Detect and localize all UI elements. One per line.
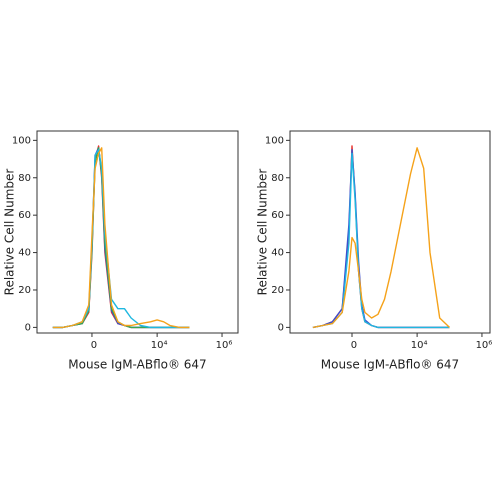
histogram-line [52, 147, 190, 329]
plot-frame [36, 130, 239, 334]
histogram-line [52, 147, 190, 329]
histogram-line [52, 147, 190, 329]
y-axis-label: Relative Cell Number [256, 169, 270, 296]
x-tick-label: 0 [351, 340, 357, 351]
histogram-line [312, 147, 450, 329]
x-axis-label: Mouse IgM-ABflo® 647 [321, 358, 459, 372]
y-tick-label: 20 [271, 285, 284, 296]
panel: 0 20 40 60 80 100 0 10⁴ 10⁶ Relative Cell Number M… [256, 130, 493, 372]
x-tick-label: 10⁴ [151, 340, 168, 351]
histogram-line [52, 145, 190, 329]
x-tick-label: 10⁴ [411, 340, 428, 351]
y-tick-label: 100 [12, 135, 31, 146]
x-tick-label: 10⁶ [476, 340, 493, 351]
plot-frame [289, 130, 491, 334]
y-tick-label: 60 [271, 210, 284, 221]
x-tick-label: 10⁶ [216, 340, 233, 351]
y-tick-label: 0 [278, 322, 284, 333]
y-tick-label: 40 [271, 248, 284, 259]
y-tick-label: 20 [18, 285, 31, 296]
y-axis-label: Relative Cell Number [3, 169, 17, 296]
panel: 0 20 40 60 80 100 0 10⁴ 10⁶ Relative Cell Number M… [3, 130, 239, 372]
y-tick-label: 40 [18, 248, 31, 259]
y-tick-label: 100 [265, 135, 284, 146]
y-tick-label: 60 [18, 210, 31, 221]
y-tick-label: 80 [271, 173, 284, 184]
histogram-line [312, 152, 450, 329]
y-tick-label: 0 [25, 322, 31, 333]
histogram-line [52, 149, 190, 329]
x-tick-label: 0 [91, 340, 97, 351]
y-tick-label: 80 [18, 173, 31, 184]
x-axis-label: Mouse IgM-ABflo® 647 [68, 358, 206, 372]
